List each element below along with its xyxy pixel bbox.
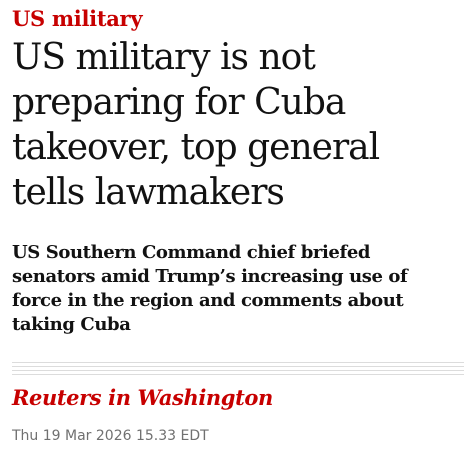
publish-dateline: Thu 19 Mar 2026 15.33 EDT: [12, 428, 209, 444]
article-headline: US military is not preparing for Cuba ta…: [12, 37, 380, 213]
byline-link[interactable]: Reuters in Washington: [12, 385, 273, 410]
article-standfirst: US Southern Command chief briefed senato…: [12, 242, 408, 335]
divider-line: [12, 370, 464, 371]
divider-line: [12, 366, 464, 367]
divider-rules: [12, 362, 464, 375]
divider-line: [12, 362, 464, 363]
divider-line: [12, 374, 464, 375]
section-kicker-link[interactable]: US military: [12, 6, 143, 31]
